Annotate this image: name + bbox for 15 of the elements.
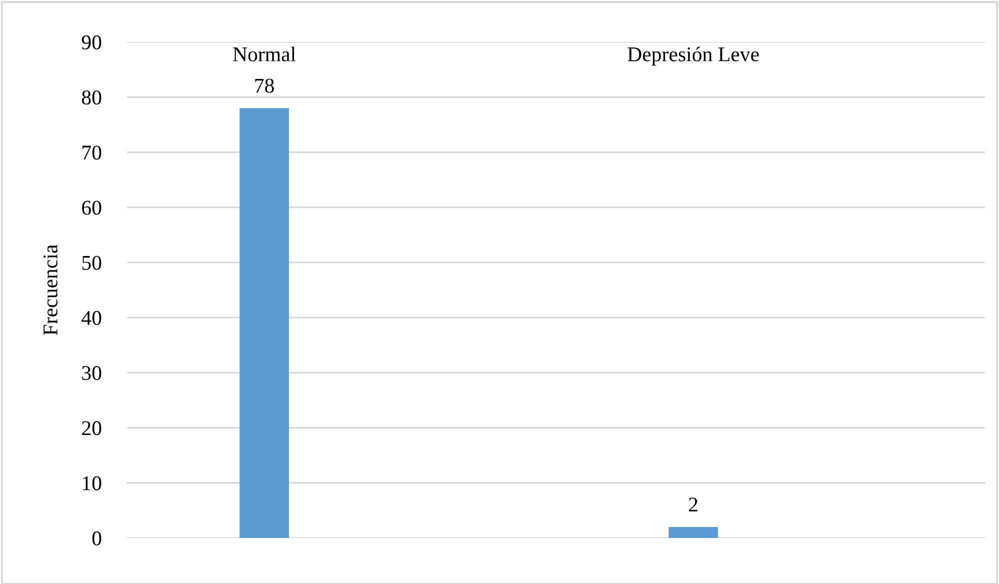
y-tick-label: 20 bbox=[82, 421, 102, 436]
y-tick-label: 70 bbox=[82, 146, 102, 160]
y-axis-title: Frecuencia bbox=[43, 244, 58, 336]
x-tick-label: Normal bbox=[233, 46, 296, 62]
y-tick-label: 50 bbox=[82, 256, 102, 270]
y-tick-label: 90 bbox=[82, 35, 102, 50]
y-tick-label: 80 bbox=[82, 90, 102, 105]
y-tick-label: 60 bbox=[82, 200, 102, 215]
y-tick-label: 10 bbox=[83, 476, 102, 490]
data-label: 2 bbox=[688, 498, 698, 512]
y-tick-label: 40 bbox=[82, 310, 102, 325]
y-tick-label: 30 bbox=[82, 366, 102, 380]
x-tick-label: Depresión Leve bbox=[628, 46, 759, 66]
data-label: 78 bbox=[255, 78, 274, 93]
y-tick-label: 0 bbox=[92, 531, 102, 546]
